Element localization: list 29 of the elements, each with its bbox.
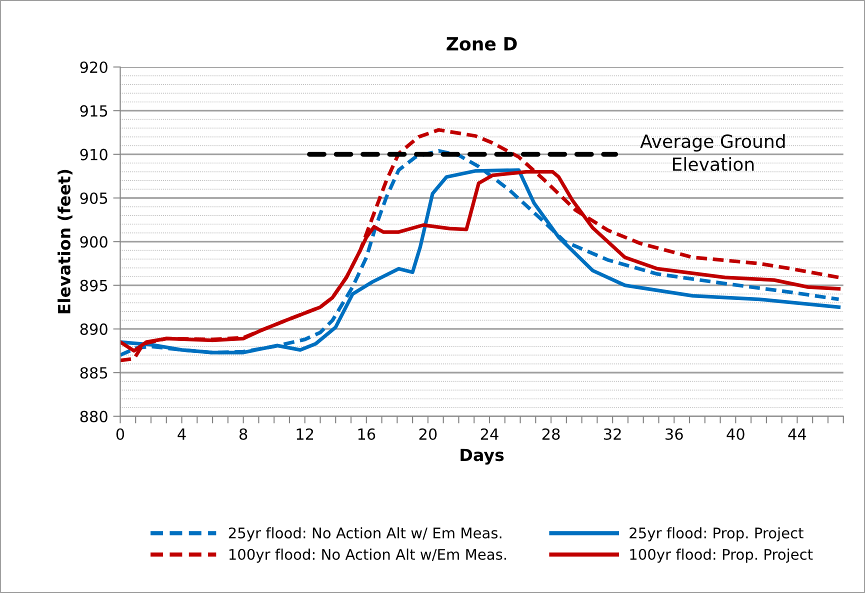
- legend-label: 100yr flood: Prop. Project: [630, 548, 813, 563]
- y-tick-label: 915: [80, 105, 108, 117]
- y-tick-label: 880: [80, 410, 108, 422]
- y-tick-label: 900: [80, 236, 108, 248]
- legend-label: 100yr flood: No Action Alt w/Em Meas.: [229, 548, 506, 563]
- x-tick-label: 40: [726, 428, 744, 440]
- x-tick-label: 24: [480, 428, 498, 440]
- y-tick-label: 895: [80, 280, 108, 292]
- x-tick-label: 36: [666, 428, 683, 440]
- x-tick-label: 20: [419, 428, 437, 440]
- legend-label: 25yr flood: Prop. Project: [630, 527, 804, 542]
- x-tick-label: 32: [604, 428, 621, 440]
- x-tick-label: 4: [178, 428, 186, 440]
- y-tick-label: 910: [80, 148, 108, 160]
- annotation: Average Ground Elevation: [640, 134, 785, 172]
- x-tick-label: 8: [240, 428, 248, 440]
- y-axis-title: Elevation (feet): [58, 170, 72, 314]
- y-tick-label: 905: [80, 192, 108, 204]
- legend-label: 25yr flood: No Action Alt w/ Em Meas.: [228, 527, 502, 542]
- x-tick-label: 44: [788, 428, 806, 440]
- chart-title: Zone D: [446, 37, 517, 51]
- x-tick-label: 28: [542, 428, 560, 440]
- y-tick-label: 890: [80, 323, 108, 335]
- y-tick-label: 885: [80, 367, 108, 379]
- x-tick-label: 12: [296, 428, 314, 440]
- x-tick-label: 0: [116, 428, 124, 440]
- x-axis-title: Days: [460, 448, 504, 465]
- x-tick-label: 16: [358, 428, 376, 440]
- y-tick-label: 920: [80, 61, 108, 74]
